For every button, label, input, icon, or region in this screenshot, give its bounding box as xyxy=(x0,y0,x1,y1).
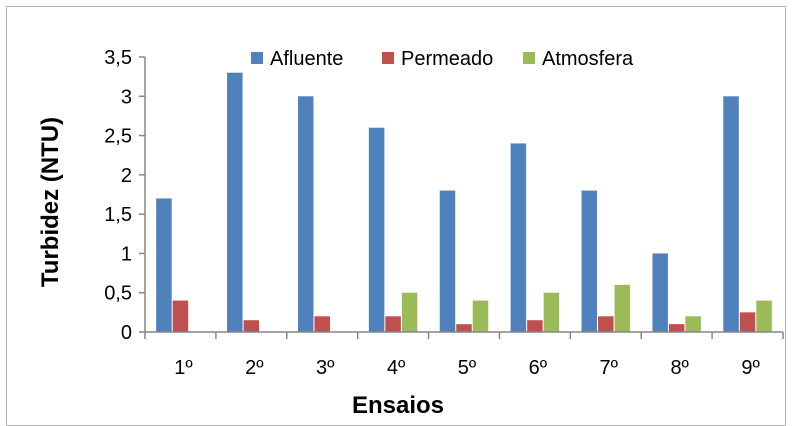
legend-swatch-permeado xyxy=(382,52,394,64)
y-tick-label: 1,5 xyxy=(104,204,132,226)
bar-afluente xyxy=(227,72,243,332)
x-tick-label: 9º xyxy=(741,357,760,379)
bar-atmosfera xyxy=(614,284,631,332)
x-tick-label: 7º xyxy=(600,357,619,379)
y-tick-label: 2 xyxy=(121,165,132,187)
x-tick-label: 5º xyxy=(458,357,477,379)
bar-afluente xyxy=(652,253,668,332)
y-axis-title: Turbidez (NTU) xyxy=(37,117,64,287)
bar-afluente xyxy=(439,190,456,332)
bar-afluente xyxy=(723,96,739,333)
x-tick-label: 6º xyxy=(529,357,548,379)
bar-permeado xyxy=(385,316,401,332)
bar-permeado xyxy=(598,316,614,332)
legend-label-atmosfera: Atmosfera xyxy=(542,48,634,70)
y-tick-label: 3,5 xyxy=(104,47,132,69)
bar-afluente xyxy=(581,190,598,332)
legend-swatch-atmosfera xyxy=(523,52,535,64)
x-tick-label: 3º xyxy=(316,357,335,379)
bars-layer xyxy=(156,72,772,333)
bar-permeado xyxy=(527,320,543,332)
x-tick-label: 4º xyxy=(387,357,406,379)
axes-layer xyxy=(144,57,783,333)
x-tick-label: 8º xyxy=(670,357,689,379)
bar-atmosfera xyxy=(756,300,772,332)
bar-permeado xyxy=(314,316,330,332)
y-tick-label: 0,5 xyxy=(104,283,132,305)
legend: Afluente Permeado Atmosfera xyxy=(251,48,634,70)
legend-label-afluente: Afluente xyxy=(270,48,343,70)
bar-permeado xyxy=(456,324,472,332)
chart-frame xyxy=(6,6,786,426)
bar-permeado xyxy=(243,320,260,332)
bar-afluente xyxy=(510,143,527,332)
bar-permeado xyxy=(172,300,189,332)
ticks-layer: 0 0,5 1 1,5 2 2,5 3 3,5 1º 2º 3º 4º 5º 6º 7º 8º 9º xyxy=(104,47,784,379)
x-axis-title: Ensaios xyxy=(352,392,444,419)
y-tick-label: 1 xyxy=(121,243,132,265)
x-tick-label: 2º xyxy=(245,357,264,379)
bar-permeado xyxy=(668,324,685,332)
legend-label-permeado: Permeado xyxy=(401,48,493,70)
bar-permeado xyxy=(739,312,756,332)
bar-atmosfera xyxy=(685,316,701,332)
y-tick-label: 0 xyxy=(121,322,132,344)
y-tick-label: 3 xyxy=(121,86,132,108)
bar-atmosfera xyxy=(543,292,560,332)
legend-swatch-afluente xyxy=(251,52,263,64)
y-tick-label: 2,5 xyxy=(104,126,132,148)
bar-afluente xyxy=(297,96,314,333)
bar-atmosfera xyxy=(472,300,489,332)
bar-afluente xyxy=(156,198,172,332)
x-tick-label: 1º xyxy=(174,357,193,379)
bar-afluente xyxy=(368,127,385,332)
bar-atmosfera xyxy=(401,292,418,332)
